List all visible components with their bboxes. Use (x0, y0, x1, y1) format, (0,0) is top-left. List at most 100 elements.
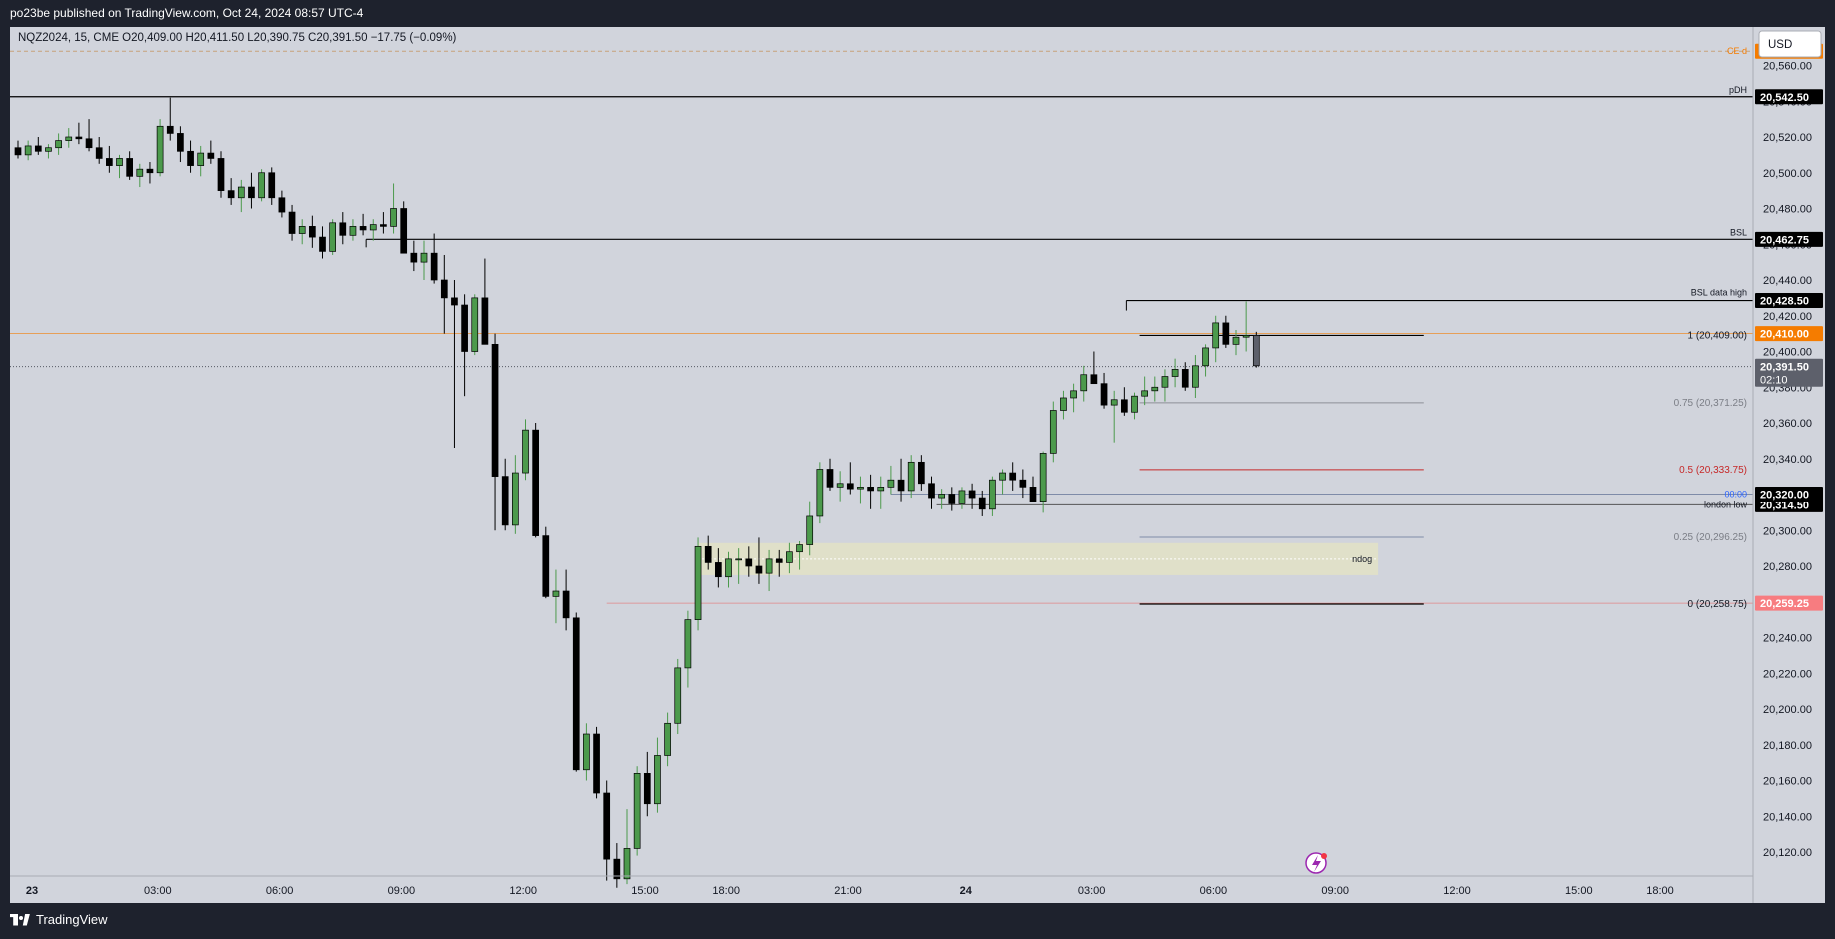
candle-body[interactable] (1212, 322, 1220, 349)
candle-body[interactable] (714, 562, 722, 578)
candle-body[interactable] (248, 186, 255, 199)
candle-body[interactable] (1070, 390, 1077, 399)
candle-body[interactable] (55, 140, 62, 149)
candle-body[interactable] (309, 226, 316, 238)
candle-body[interactable] (319, 236, 326, 252)
candle-body[interactable] (562, 590, 570, 619)
candle-body[interactable] (735, 558, 743, 561)
candle-body[interactable] (400, 208, 408, 254)
candle-body[interactable] (420, 252, 428, 263)
candle-body[interactable] (593, 733, 600, 794)
candle-body[interactable] (278, 197, 286, 213)
candle-body[interactable] (410, 252, 418, 263)
price-tag[interactable] (1755, 326, 1823, 342)
candle-body[interactable] (1202, 347, 1209, 367)
candle-body[interactable] (156, 125, 164, 174)
candle-body[interactable] (623, 848, 631, 880)
candle-body[interactable] (836, 483, 844, 488)
candle-body[interactable] (887, 479, 895, 488)
candle-body[interactable] (126, 158, 134, 177)
candle-body[interactable] (572, 617, 580, 771)
candle-body[interactable] (329, 222, 336, 252)
candle-body[interactable] (877, 487, 885, 492)
candle-body[interactable] (643, 772, 651, 805)
candle-body[interactable] (440, 279, 448, 299)
candle-body[interactable] (237, 186, 245, 199)
candle-body[interactable] (187, 150, 194, 166)
chart-frame[interactable]: ndog 1 (20,409.00) 0.75 (20,371.25) 0.5 (2… (10, 27, 1825, 903)
candle-body[interactable] (349, 226, 357, 236)
candle-body[interactable] (826, 469, 834, 488)
candle-body[interactable] (684, 619, 692, 669)
candle-body[interactable] (85, 138, 93, 149)
candle-body[interactable] (24, 145, 32, 156)
price-tag[interactable] (1755, 358, 1823, 387)
candle-body[interactable] (755, 565, 763, 574)
candle-body[interactable] (654, 755, 661, 805)
candle-body[interactable] (1141, 390, 1149, 397)
candle-body[interactable] (1049, 410, 1057, 454)
candle-body[interactable] (674, 667, 682, 724)
price-tag[interactable] (1755, 231, 1823, 247)
candle-body[interactable] (34, 145, 42, 152)
candle-body[interactable] (288, 211, 296, 234)
candle-body[interactable] (380, 224, 387, 227)
price-tag[interactable] (1755, 487, 1823, 502)
replay-lightning-icon[interactable] (1305, 852, 1327, 874)
candle-body[interactable] (197, 152, 205, 166)
candle-body[interactable] (806, 515, 814, 545)
candle-body[interactable] (1151, 386, 1159, 392)
candle-body[interactable] (786, 551, 793, 563)
candle-body[interactable] (907, 461, 915, 492)
candle-body[interactable] (796, 544, 803, 553)
candle-body[interactable] (1192, 365, 1199, 388)
candle-body[interactable] (1060, 397, 1067, 411)
candle-body[interactable] (146, 168, 154, 174)
candle-body[interactable] (45, 147, 52, 152)
candle-body[interactable] (867, 487, 874, 492)
candle-body[interactable] (481, 297, 489, 345)
candle-body[interactable] (207, 152, 215, 159)
candle-body[interactable] (522, 429, 529, 474)
candle-body[interactable] (532, 429, 540, 536)
candle-body[interactable] (694, 545, 702, 620)
candle-body[interactable] (65, 136, 73, 141)
candle-body[interactable] (1080, 374, 1088, 392)
candle-body[interactable] (1019, 479, 1027, 488)
candle-body[interactable] (948, 494, 956, 504)
candle-body[interactable] (603, 792, 611, 860)
candle-body[interactable] (471, 297, 479, 352)
candle-body[interactable] (583, 733, 590, 771)
candle-body[interactable] (745, 558, 753, 567)
candle-body[interactable] (725, 558, 732, 578)
candle-body[interactable] (1232, 336, 1240, 345)
currency-button-bg[interactable] (1758, 30, 1822, 58)
candle-body[interactable] (75, 136, 83, 140)
candle-body[interactable] (105, 158, 113, 166)
candle-body[interactable] (816, 469, 824, 517)
candle-body[interactable] (613, 858, 621, 880)
candle-body[interactable] (1222, 322, 1230, 345)
candle-body[interactable] (166, 125, 174, 134)
candle-body[interactable] (978, 497, 986, 510)
candle-body[interactable] (369, 224, 377, 231)
candle-body[interactable] (664, 722, 671, 756)
candle-body[interactable] (1161, 376, 1169, 388)
candle-body[interactable] (857, 487, 864, 490)
candle-body[interactable] (258, 172, 265, 199)
price-tag[interactable] (1755, 89, 1823, 105)
candle-body[interactable] (177, 133, 184, 152)
candle-body[interactable] (704, 545, 712, 563)
candle-body[interactable] (542, 535, 550, 597)
candle-body[interactable] (633, 772, 641, 849)
candle-body[interactable] (339, 222, 347, 236)
candle-body[interactable] (1100, 383, 1108, 406)
candle-body[interactable] (1171, 369, 1179, 377)
candle-body[interactable] (846, 483, 854, 490)
candle-body[interactable] (928, 483, 935, 499)
candle-body[interactable] (298, 226, 306, 234)
candle-body[interactable] (227, 190, 235, 199)
candle-body[interactable] (1090, 374, 1098, 385)
candle-body[interactable] (1131, 395, 1138, 413)
candle-body[interactable] (451, 297, 458, 306)
